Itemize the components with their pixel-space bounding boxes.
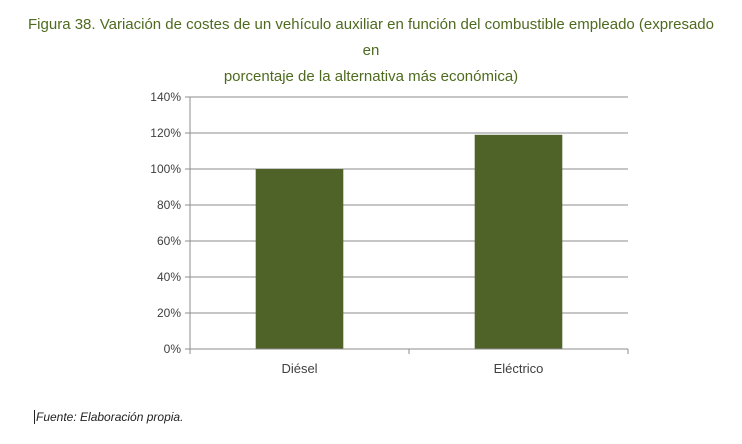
- y-tick-label: 20%: [157, 306, 181, 320]
- x-tick-label: Diésel: [281, 361, 317, 376]
- x-tick-label: Eléctrico: [494, 361, 544, 376]
- y-tick-label: 0%: [164, 342, 182, 356]
- figure-caption: Figura 38. Variación de costes de un veh…: [20, 12, 722, 90]
- x-tick-labels: Diésel Eléctrico: [281, 361, 543, 376]
- bar-diesel: [255, 169, 344, 349]
- y-tick-label: 60%: [157, 234, 181, 248]
- y-tick-labels: 0% 20% 40% 60% 80% 100% 120% 140%: [150, 90, 190, 356]
- y-tick-label: 40%: [157, 270, 181, 284]
- y-tick-label: 100%: [150, 162, 181, 176]
- bar-chart: 0% 20% 40% 60% 80% 100% 120% 140% Diésel Eléctri…: [150, 90, 629, 376]
- source-note: Fuente: Elaboración propia.: [34, 410, 184, 424]
- caption-line-2: porcentaje de la alternativa más económi…: [223, 68, 519, 85]
- y-tick-label: 140%: [150, 90, 181, 104]
- y-tick-label: 80%: [157, 198, 181, 212]
- bar-electrico: [474, 134, 563, 349]
- bars: [255, 134, 563, 349]
- y-tick-label: 120%: [150, 126, 181, 140]
- x-axis: [189, 97, 629, 354]
- caption-line-1: Figura 38. Variación de costes de un veh…: [28, 16, 714, 59]
